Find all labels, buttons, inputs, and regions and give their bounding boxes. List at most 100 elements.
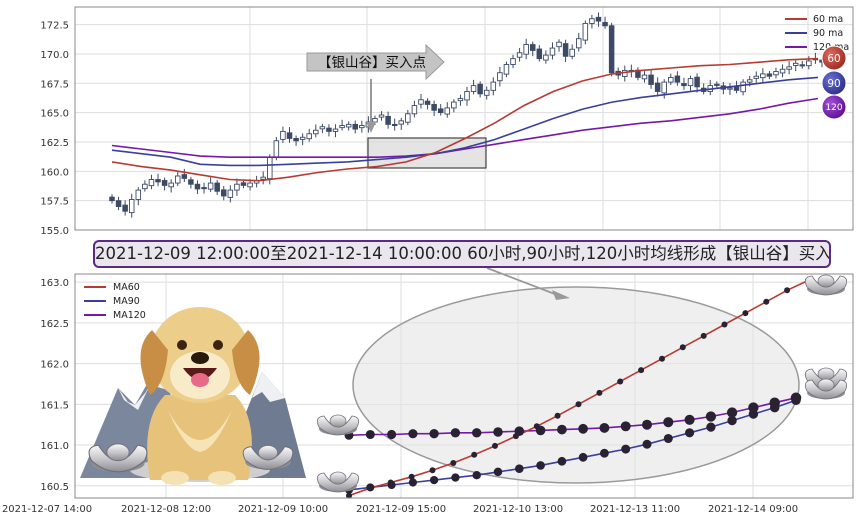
legend-ma90-label: MA90 — [113, 296, 140, 307]
candle-body — [227, 189, 234, 198]
y-tick-label: 161.0 — [40, 441, 69, 452]
ma90-point — [578, 452, 588, 462]
y-tick-label: 167.5 — [40, 79, 69, 90]
ma90-point — [493, 467, 503, 477]
banner-connector-arrow — [486, 267, 570, 300]
y-tick-label: 155.0 — [40, 226, 69, 237]
candle-body — [727, 87, 733, 90]
candle-body — [753, 75, 760, 79]
silver-valley-highlight-box — [367, 137, 487, 169]
ma120-point — [514, 426, 525, 436]
candle-body — [201, 187, 207, 190]
candle-body — [398, 120, 405, 125]
candle-body — [464, 91, 470, 101]
candle-body — [359, 125, 365, 129]
ma60-point — [721, 321, 728, 328]
candle-body — [299, 136, 306, 140]
ma90-point — [706, 422, 716, 432]
candle-body — [260, 176, 266, 180]
callout-arrow-shape — [306, 43, 445, 81]
x-tick-label: 2021-12-09 15:00 — [356, 504, 446, 515]
ma60-point — [638, 367, 645, 374]
ingot-icon-start-ma90 — [316, 471, 360, 493]
candle-body — [654, 82, 661, 92]
ma120-point — [663, 417, 674, 428]
ma120-point — [748, 402, 759, 413]
candle-body — [319, 126, 326, 130]
candle-body — [273, 140, 280, 158]
y-tick-label: 157.5 — [40, 197, 69, 208]
candle-body — [280, 130, 286, 140]
ma90-point — [451, 473, 460, 482]
candle-body — [543, 54, 549, 61]
ma60-point — [429, 467, 436, 474]
candle-body — [779, 68, 786, 74]
candle-body — [148, 179, 155, 187]
ma90-line-top — [111, 76, 819, 167]
candle-body — [714, 83, 720, 86]
candle-body — [451, 101, 457, 109]
top-grid — [75, 7, 853, 231]
y-tick-label: 165.0 — [40, 109, 69, 120]
x-tick-label: 2021-12-08 12:00 — [121, 504, 211, 515]
candle-body — [582, 22, 589, 41]
y-tick-label: 163.0 — [40, 278, 69, 289]
ma90-point — [536, 461, 545, 470]
candle-body — [549, 47, 556, 56]
candle-body — [746, 79, 753, 83]
candle-body — [516, 52, 523, 58]
y-tick-label: 162.0 — [40, 360, 69, 371]
x-tick-label: 2021-12-13 11:00 — [590, 504, 680, 515]
ma60-point — [596, 389, 603, 396]
candle-body — [194, 183, 201, 190]
ma90-point — [599, 448, 609, 458]
ma60-point — [575, 401, 582, 408]
candle-body — [648, 74, 654, 85]
ma60-point — [763, 298, 770, 305]
ma60-point — [659, 355, 665, 362]
ma120-point — [578, 423, 588, 434]
top-y-axis-ticks: 155.0 157.5 160.0 162.5 165.0 167.5 170.0 172.5 — [40, 21, 69, 237]
ma120-point — [535, 425, 546, 436]
candle-body — [437, 108, 444, 114]
candle-body — [431, 103, 437, 111]
ma120-point — [450, 428, 461, 438]
candle-body — [286, 132, 293, 139]
candle-body — [497, 72, 503, 82]
ma60-point — [554, 412, 561, 419]
ma120-line — [348, 397, 797, 437]
ma60-point — [784, 287, 791, 294]
candle-body — [602, 22, 608, 27]
candle-body — [234, 183, 240, 191]
ma60-point — [450, 460, 457, 466]
ma90-point — [387, 480, 396, 490]
ma120-line-top — [111, 97, 819, 158]
candle-body — [595, 16, 602, 22]
candle-body — [135, 189, 142, 200]
ma120-point — [429, 429, 439, 439]
candle-body — [385, 115, 391, 125]
candle-body — [569, 48, 575, 57]
ma60-point — [700, 332, 707, 339]
candle-body — [556, 41, 562, 48]
ingot-icon-end-ma60 — [804, 274, 848, 296]
ma60-point — [742, 310, 749, 317]
ma60-line-top — [111, 57, 819, 182]
candle-body — [240, 182, 247, 186]
ma120-point — [471, 428, 482, 438]
x-tick-label: 2021-12-14 09:00 — [708, 504, 798, 515]
ma60-point — [679, 344, 686, 351]
candle-body — [109, 196, 115, 202]
candle-body — [608, 25, 615, 74]
y-tick-label: 161.5 — [40, 400, 69, 411]
y-tick-label: 160.0 — [40, 167, 69, 178]
candle-body — [576, 38, 582, 49]
ma90-point — [642, 439, 652, 449]
ma90-point — [727, 415, 737, 426]
candle-body — [207, 182, 214, 190]
candle-body — [503, 64, 510, 75]
svg-text:90: 90 — [827, 78, 840, 90]
candle-body — [694, 76, 700, 88]
candle-body — [391, 123, 398, 127]
ma60-point — [492, 442, 498, 449]
